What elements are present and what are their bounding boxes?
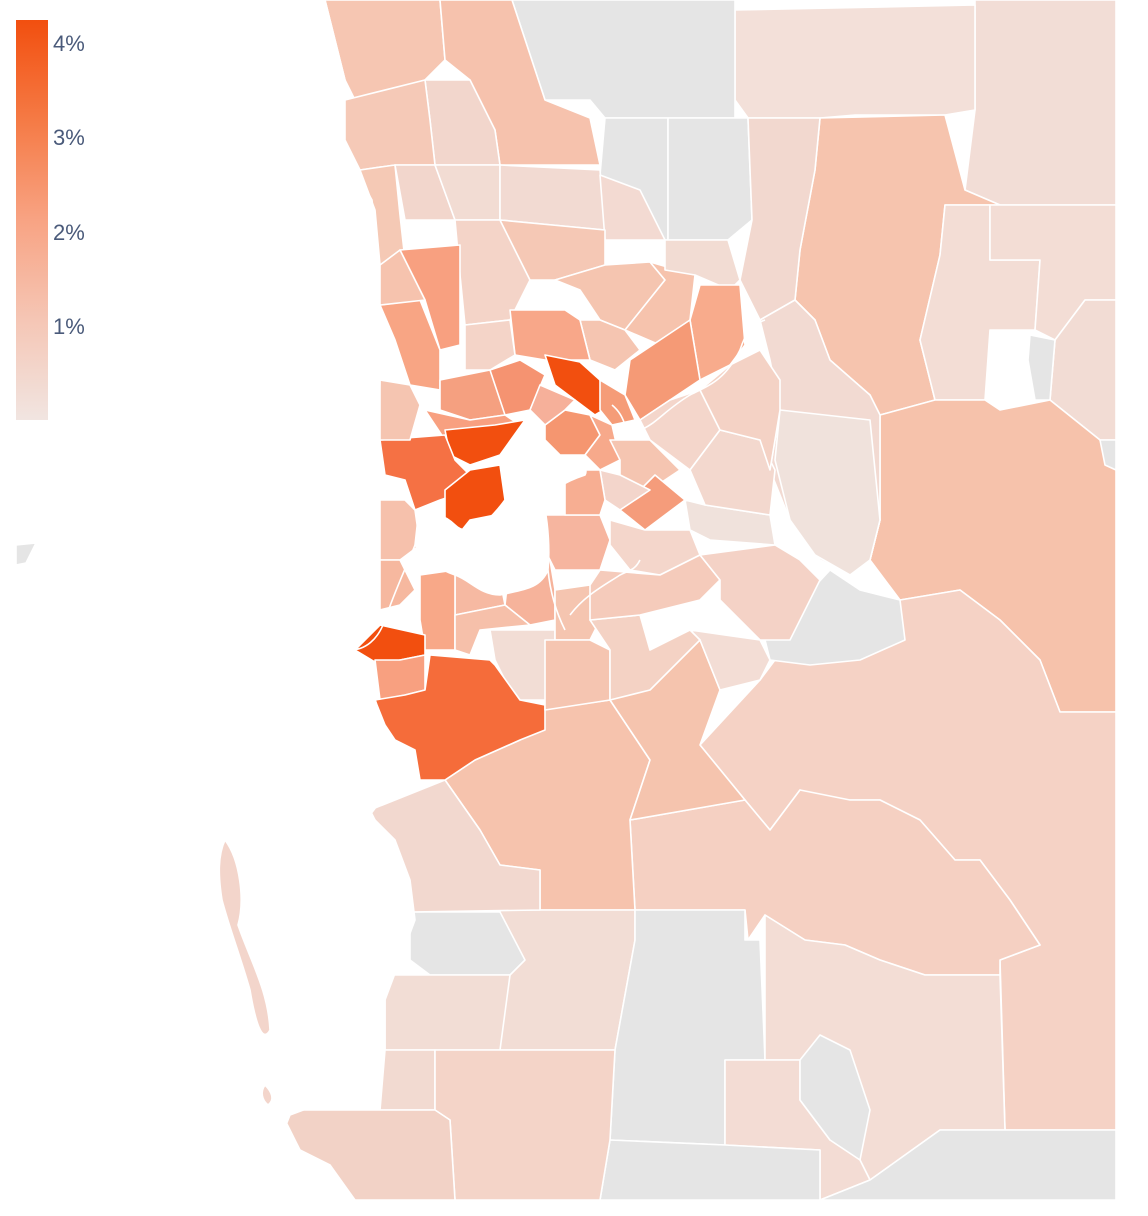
- region-no-data[interactable]: [1027, 334, 1056, 401]
- region[interactable]: [699, 349, 781, 471]
- ocean: [0, 0, 416, 1216]
- swan-river: [414, 464, 587, 596]
- island[interactable]: [15, 542, 37, 566]
- region-no-data[interactable]: [667, 117, 753, 241]
- region[interactable]: [544, 639, 611, 711]
- region[interactable]: [379, 499, 421, 561]
- region[interactable]: [279, 1109, 456, 1201]
- island[interactable]: [218, 839, 271, 1036]
- legend-tick-label: 4%: [53, 31, 85, 56]
- metro-region-shapes: [354, 219, 821, 781]
- region[interactable]: [589, 554, 721, 621]
- region[interactable]: [379, 379, 421, 441]
- river-channel: [569, 559, 641, 616]
- region[interactable]: [499, 909, 636, 1051]
- region[interactable]: [379, 1049, 436, 1111]
- region[interactable]: [379, 249, 426, 306]
- region-no-data[interactable]: [819, 1129, 1117, 1201]
- color-legend: 4% 3% 2% 1%: [16, 20, 96, 420]
- legend-tick-label: 3%: [53, 125, 85, 150]
- region[interactable]: [464, 319, 516, 371]
- river-channel: [547, 569, 566, 631]
- region-shapes: [279, 0, 1117, 1201]
- region[interactable]: [529, 384, 576, 426]
- region[interactable]: [499, 164, 606, 231]
- region-no-data[interactable]: [799, 1034, 871, 1161]
- region[interactable]: [384, 974, 511, 1051]
- region[interactable]: [544, 514, 611, 571]
- legend-color-scale: [16, 20, 48, 420]
- region[interactable]: [774, 409, 881, 576]
- region[interactable]: [434, 1049, 616, 1201]
- region[interactable]: [964, 0, 1117, 206]
- region[interactable]: [699, 544, 821, 641]
- region-no-data[interactable]: [764, 569, 906, 666]
- region[interactable]: [509, 309, 591, 361]
- river: [349, 319, 766, 651]
- region[interactable]: [564, 469, 606, 516]
- legend-tick-label: 1%: [53, 314, 85, 339]
- region-no-data[interactable]: [1099, 439, 1117, 471]
- river-channel: [611, 319, 766, 432]
- legend-tick-label: 2%: [53, 220, 85, 245]
- river-channel: [349, 544, 416, 651]
- region[interactable]: [629, 789, 1041, 976]
- region[interactable]: [454, 604, 531, 656]
- region[interactable]: [734, 4, 976, 119]
- region[interactable]: [554, 584, 601, 641]
- region[interactable]: [589, 614, 701, 701]
- region[interactable]: [439, 0, 601, 166]
- island[interactable]: [261, 1084, 273, 1106]
- region[interactable]: [374, 654, 546, 781]
- region-no-data[interactable]: [599, 1139, 821, 1201]
